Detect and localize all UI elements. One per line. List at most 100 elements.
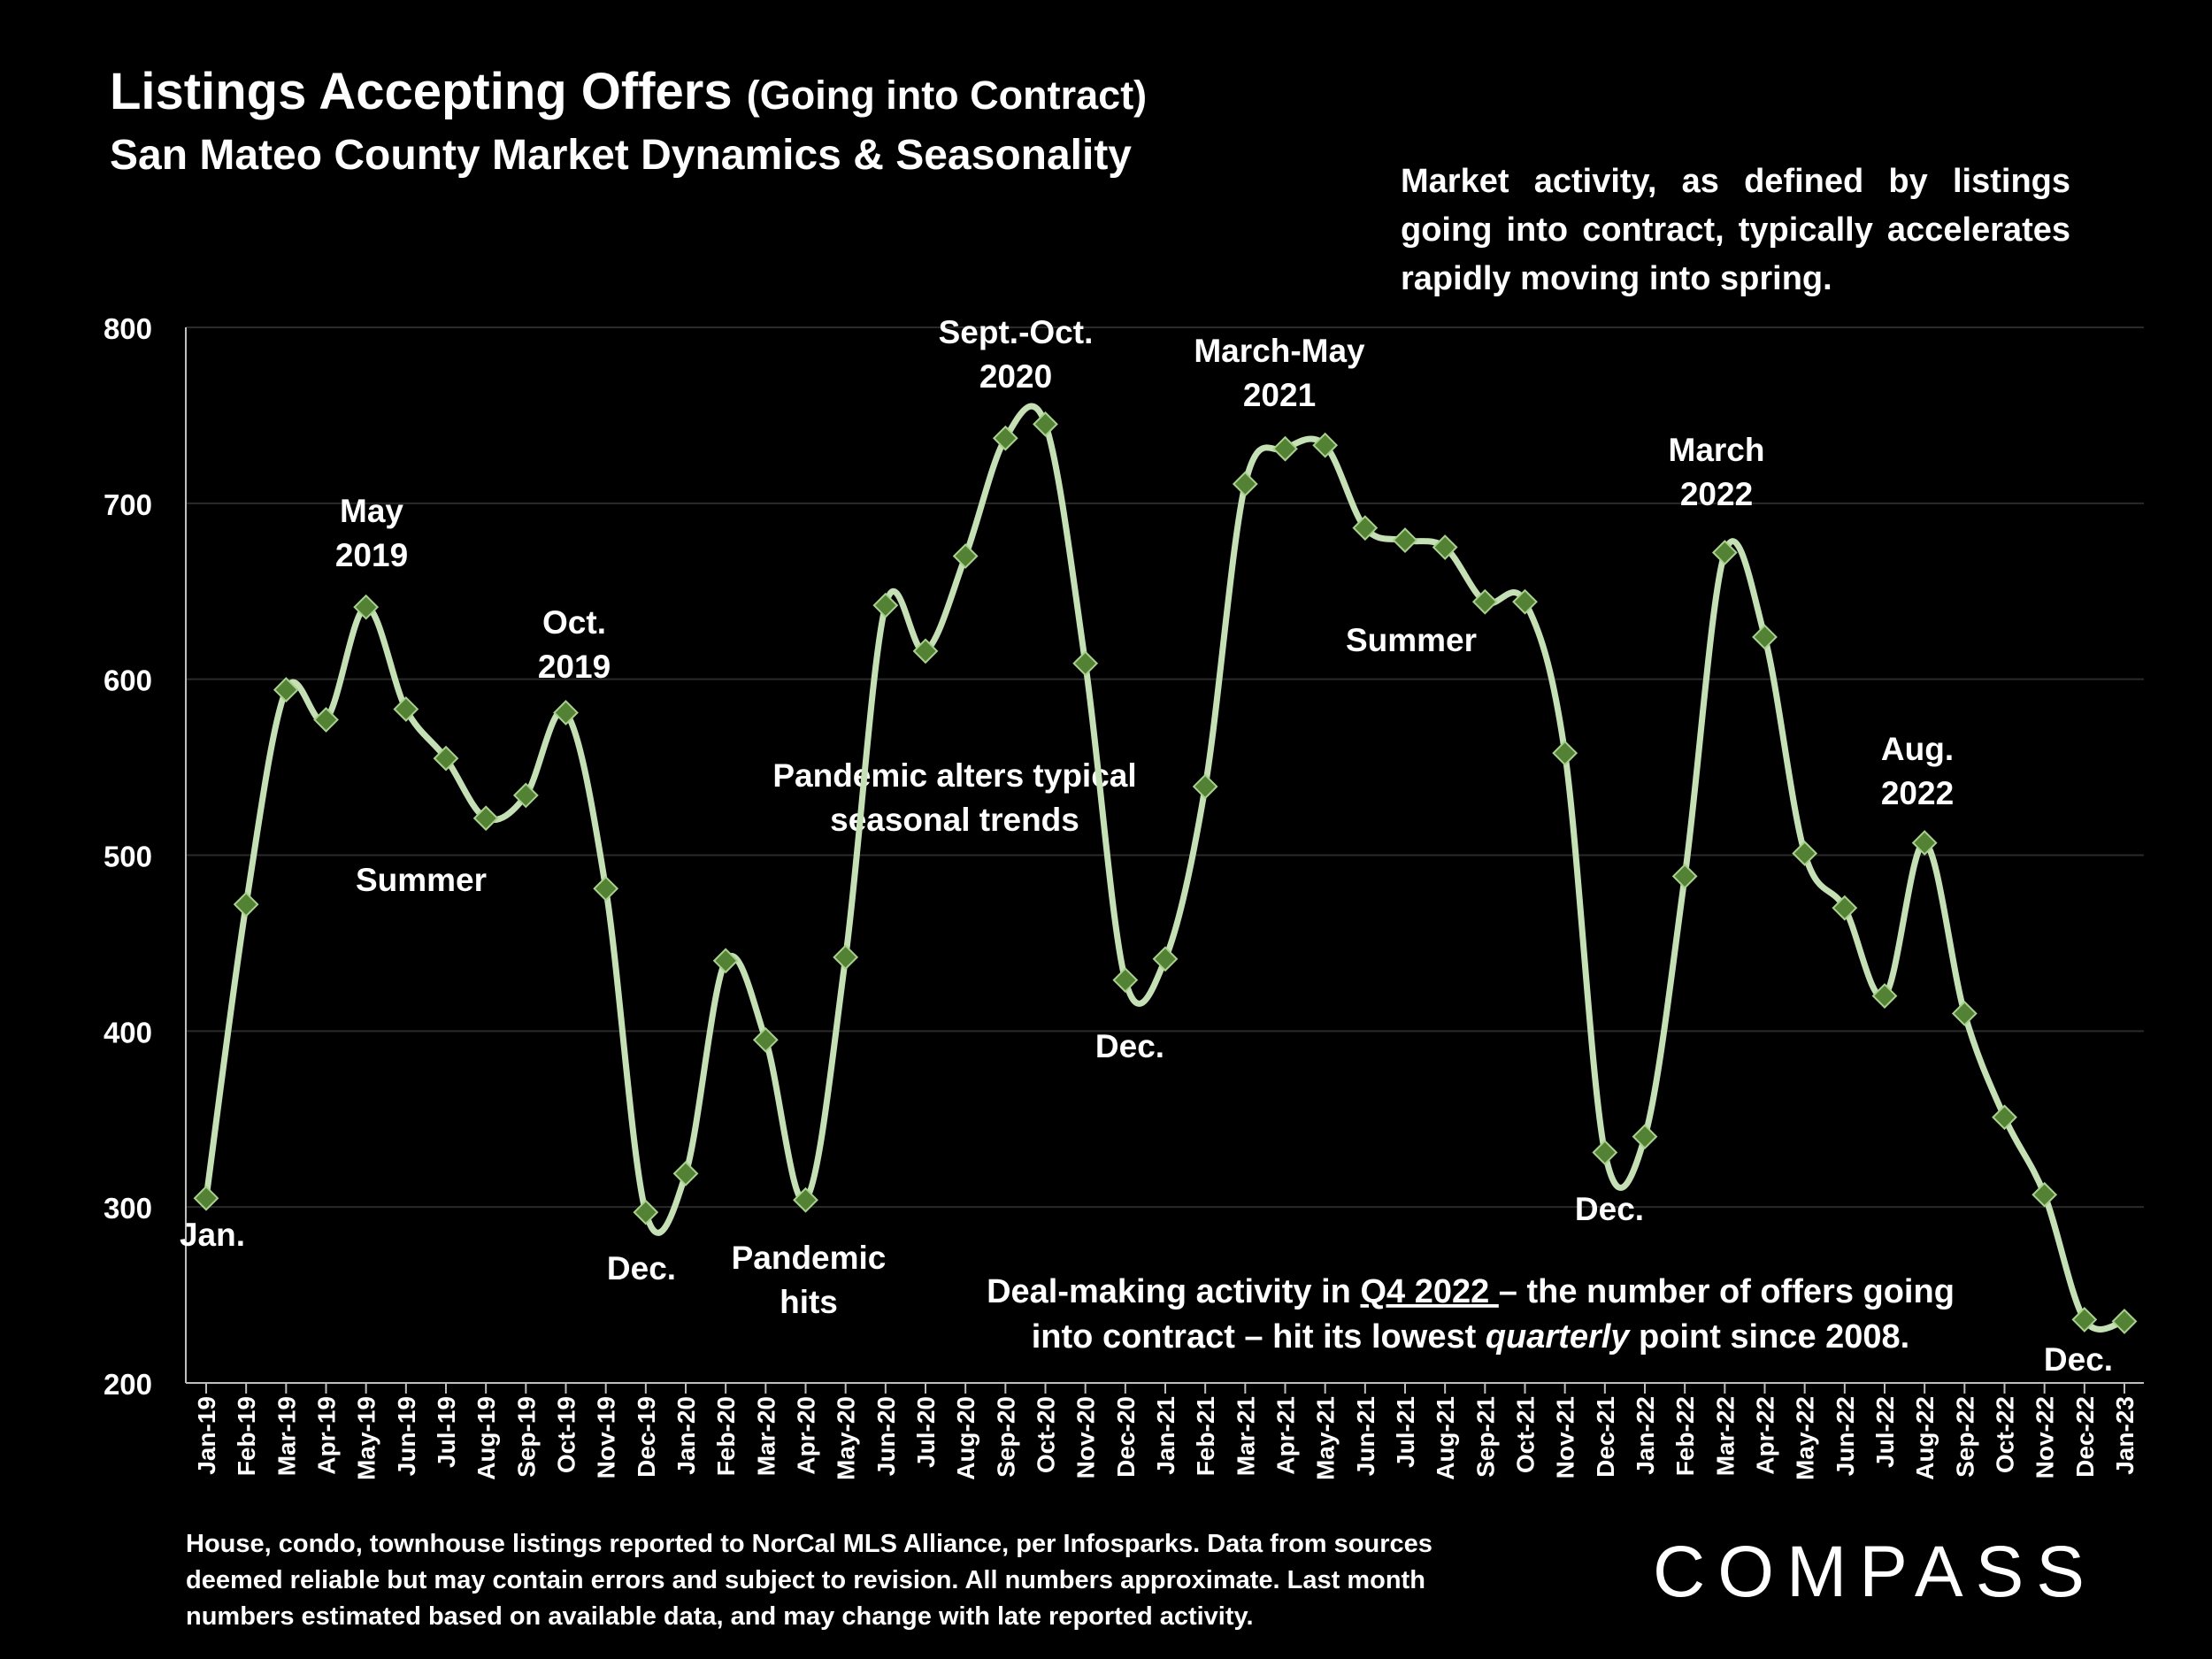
x-tick-label: Sep-20 (992, 1396, 1019, 1478)
y-tick-label: 200 (104, 1368, 152, 1401)
footnote: House, condo, townhouse listings reporte… (186, 1530, 1432, 1631)
y-tick-label: 800 (104, 312, 152, 345)
x-tick-label: Aug-22 (1911, 1396, 1939, 1480)
compass-logo: COMPASS (1653, 1532, 2097, 1612)
x-tick-label: Nov-22 (2032, 1396, 2059, 1479)
svg-text:Deal-making activity in Q4 202: Deal-making activity in Q4 2022 – the nu… (987, 1273, 1955, 1310)
annotation-label: seasonal trends (830, 802, 1079, 838)
data-point-marker (472, 805, 499, 832)
x-tick-label: Jan-21 (1152, 1396, 1179, 1475)
data-point-marker (872, 592, 899, 618)
data-point-marker (1192, 773, 1218, 800)
data-point-marker (1871, 983, 1898, 1009)
data-point-marker (1632, 1124, 1658, 1150)
x-tick-label: Mar-20 (752, 1396, 780, 1476)
x-tick-label: May-19 (353, 1396, 380, 1480)
data-point-marker (553, 700, 579, 726)
data-point-marker (433, 745, 459, 772)
data-point-marker (793, 1187, 818, 1213)
annotation-label: Jan. (180, 1217, 245, 1253)
note-market-activity: Market activity, as defined by listings … (1401, 163, 2070, 297)
x-tick-label: Oct-21 (1512, 1396, 1540, 1473)
x-tick-label: Feb-20 (712, 1396, 740, 1476)
x-tick-label: Jun-19 (393, 1396, 420, 1476)
annotation-label: Oct. (542, 604, 606, 641)
data-point-marker (2111, 1308, 2138, 1334)
annotation-label: Sept.-Oct. (939, 314, 1094, 350)
x-tick-label: Apr-20 (793, 1396, 820, 1475)
annotation-label: 2020 (979, 358, 1052, 395)
data-point-marker (1512, 588, 1538, 615)
x-tick-label: Nov-21 (1552, 1396, 1579, 1479)
x-tick-label: Jan-23 (2111, 1396, 2139, 1475)
annotation-label: Aug. (1881, 731, 1954, 767)
x-tick-label: Feb-21 (1192, 1396, 1219, 1476)
data-point-marker (752, 1026, 779, 1053)
data-point-marker (313, 706, 339, 733)
x-tick-label: Jan-20 (672, 1396, 700, 1475)
x-tick-label: Oct-20 (1033, 1396, 1060, 1473)
x-tick-label: Dec-20 (1112, 1396, 1140, 1478)
data-point-marker (1752, 624, 1778, 650)
data-point-marker (952, 543, 979, 569)
x-tick-label: Jul-20 (912, 1396, 940, 1468)
x-tick-label: Apr-21 (1272, 1396, 1300, 1475)
annotation-label: March (1669, 432, 1765, 468)
x-tick-label: Oct-22 (1992, 1396, 2019, 1473)
x-tick-label: Oct-19 (553, 1396, 580, 1473)
annotation-label: Pandemic (732, 1240, 887, 1276)
data-point-marker (273, 677, 299, 703)
data-point-marker (1152, 946, 1179, 972)
series-markers (193, 411, 2138, 1334)
data-point-marker (672, 1160, 699, 1187)
x-tick-label: Apr-22 (1752, 1396, 1779, 1475)
data-point-marker (1792, 841, 1818, 866)
axes: 200 300 400 500 600 700 800 Jan-19 Feb-19 Mar-19 A… (104, 312, 2144, 1480)
x-tick-label: May-20 (833, 1396, 860, 1480)
data-point-marker (1392, 527, 1418, 554)
data-point-marker (193, 1185, 219, 1211)
x-tick-label: Jan-22 (1632, 1396, 1659, 1475)
y-tick-label: 300 (104, 1192, 152, 1225)
annotation-label: 2022 (1881, 775, 1954, 811)
y-tick-label: 600 (104, 664, 152, 697)
x-tick-label: Sep-19 (512, 1396, 540, 1478)
data-point-marker (1552, 740, 1578, 766)
annotation-label: 2019 (335, 537, 408, 573)
x-tick-label: Dec-22 (2071, 1396, 2099, 1478)
annotation-label: Dec. (1095, 1028, 1164, 1064)
annotation-label: hits (780, 1284, 838, 1320)
x-tick-label: Mar-19 (273, 1396, 300, 1476)
x-tick-label: Jul-21 (1392, 1396, 1419, 1468)
data-point-marker (833, 944, 859, 971)
x-tick-label: Aug-21 (1432, 1396, 1459, 1480)
chart-title: Listings Accepting Offers (Going into Co… (110, 62, 1147, 121)
series-line-path (203, 403, 2125, 1333)
x-tick-label: Jun-22 (1832, 1396, 1859, 1476)
data-point-marker (1911, 830, 1938, 856)
x-tick-label: Jun-21 (1352, 1396, 1379, 1476)
x-tick-label: Sep-22 (1951, 1396, 1978, 1478)
annotations: Jan. May 2019 Summer Oct. 2019 Dec. Pandemic hit… (180, 314, 2113, 1378)
y-tick-label: 400 (104, 1016, 152, 1048)
annotation-label: May (340, 493, 403, 529)
data-point-marker (353, 594, 380, 620)
x-tick-label: Feb-19 (233, 1396, 260, 1476)
data-point-marker (1232, 471, 1258, 497)
data-point-marker (1951, 1001, 1978, 1026)
svg-text:into contract – hit its lowest: into contract – hit its lowest quarterly… (1032, 1318, 1909, 1356)
annotation-label: Summer (356, 862, 487, 898)
note-q4-link: Q4 2022 (1360, 1273, 1498, 1310)
x-tick-label: Dec-21 (1592, 1396, 1619, 1478)
x-tick-label: Jun-20 (872, 1396, 900, 1476)
data-point-marker (2032, 1181, 2058, 1208)
note-q4-2022: Deal-making activity in Q4 2022 – the nu… (987, 1273, 1955, 1356)
data-point-marker (1272, 435, 1298, 462)
annotation-label: 2019 (538, 649, 611, 685)
data-point-marker (992, 425, 1018, 451)
x-tick-label: Jan-19 (193, 1396, 220, 1475)
data-point-marker (233, 891, 259, 918)
data-point-marker (593, 875, 619, 902)
annotation-label: March-May (1194, 333, 1365, 369)
